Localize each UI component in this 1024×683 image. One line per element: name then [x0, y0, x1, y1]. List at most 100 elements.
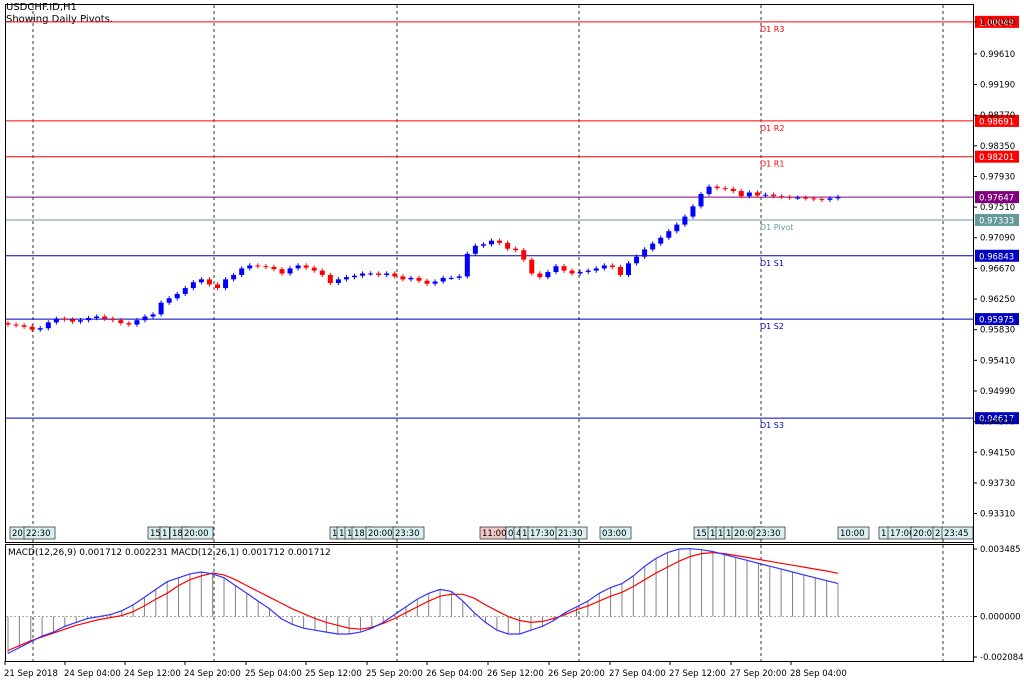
candle-body — [53, 318, 59, 323]
session-marker-label: 1 — [710, 529, 715, 539]
candle-body — [480, 244, 486, 246]
candle-body — [223, 279, 229, 289]
price-tick-label: 0.93730 — [980, 479, 1015, 489]
candle-body — [263, 266, 269, 268]
session-marker-label: 20: — [12, 529, 26, 539]
candle-body — [416, 277, 422, 281]
price-tick-label: 1.00049 — [980, 18, 1015, 28]
candle-body — [722, 188, 728, 190]
time-tick-label: 27 Sep 12:00 — [669, 669, 726, 679]
pivot-levels: D1 R3 1.00049 D1 R2 0.98691 D1 R1 0.98201 D1 P… — [6, 15, 1019, 430]
candle-body — [247, 265, 253, 269]
candle-body — [634, 256, 640, 264]
current-price-label: 0.97647 — [979, 194, 1014, 204]
price-tick-label: 0.97510 — [980, 203, 1015, 213]
candle-body — [440, 277, 446, 282]
candle-body — [585, 270, 591, 273]
session-marker-label: 1 — [726, 529, 731, 539]
candle-body — [569, 270, 575, 274]
time-tick-label: 24 Sep 20:00 — [184, 669, 241, 679]
candle-body — [730, 188, 736, 192]
price-tick-label: 0.97930 — [980, 172, 1015, 182]
pivot-level-price-box — [975, 15, 1019, 28]
candle-body — [682, 216, 688, 225]
candle-body — [666, 231, 672, 238]
pivot-level-price-box — [975, 412, 1019, 425]
candle-body — [827, 198, 833, 200]
candle-body — [593, 268, 599, 271]
session-marker-box — [392, 526, 425, 540]
price-tick-label: 0.95830 — [980, 326, 1015, 336]
candle-body — [537, 273, 543, 278]
candle-body — [142, 316, 148, 321]
pivot-level-price-label: 1.00049 — [979, 18, 1014, 28]
candle-body — [771, 194, 777, 197]
candle-body — [819, 199, 825, 201]
pivot-level-price-box — [975, 114, 1019, 127]
price-tick-label: 0.99190 — [980, 81, 1015, 91]
session-marker-label: 0 — [508, 529, 513, 539]
candle-body — [601, 265, 607, 269]
session-marker-box — [837, 526, 870, 540]
candle-body — [94, 316, 100, 319]
macd-main-line — [7, 548, 839, 654]
price-axis: 1.00049 0.99610 0.99190 0.98770 0.98350 0.979… — [973, 18, 1015, 520]
candle-body — [424, 280, 430, 284]
time-tick-label: 27 Sep 20:00 — [730, 669, 787, 679]
session-marker-label: 20:00 — [184, 529, 209, 539]
session-markers: 20: 22:30 15:1 18:20:00 1 1 1 18: 20:00 23:30 11:0… — [9, 526, 974, 540]
time-tick-label: 24 Sep 04:00 — [64, 669, 121, 679]
price-tick-label: 0.98770 — [980, 111, 1015, 121]
candle-body — [384, 273, 390, 275]
pivot-level-price-box — [975, 313, 1019, 326]
candle-body — [239, 268, 245, 275]
session-marker-label: 1 — [162, 529, 167, 539]
candle-body — [545, 272, 551, 278]
price-tick-label: 0.93310 — [980, 510, 1015, 520]
session-marker-label: 17:30 — [530, 529, 555, 539]
macd-tick-label: 0.000000 — [980, 613, 1021, 623]
candle-body — [174, 293, 180, 299]
candle-body — [13, 324, 19, 326]
candle-body — [779, 196, 785, 198]
candle-body — [754, 192, 760, 196]
candle-body — [432, 281, 438, 284]
session-marker-label: 15: — [696, 529, 710, 539]
candle-body — [698, 193, 704, 207]
macd-signal-line — [7, 551, 839, 652]
pivot-level-price-label: 0.97333 — [979, 217, 1014, 227]
price-tick-label: 0.95410 — [980, 356, 1015, 366]
candle-body — [166, 298, 172, 303]
session-marker-box — [23, 526, 56, 540]
price-pane-frame — [5, 4, 974, 543]
candle-body — [561, 266, 567, 271]
pivot-level-price-label: 0.95975 — [979, 316, 1014, 326]
candle-body — [5, 323, 11, 325]
candle-body — [448, 277, 454, 279]
candle-body — [279, 269, 285, 274]
candle-body — [714, 186, 720, 189]
session-marker-label: 23:30 — [395, 529, 420, 539]
candle-body — [762, 194, 768, 196]
pivot-level-name: D1 S2 — [760, 322, 784, 331]
session-marker-label: 2 — [935, 529, 940, 539]
macd-panel: MACD(12,26,9) 0.001712 0.002231 MACD(12,… — [6, 545, 1024, 663]
session-marker-label: 15: — [150, 529, 164, 539]
candle-body — [577, 272, 583, 274]
session-marker-label: 1 — [718, 529, 723, 539]
candle-body — [45, 322, 51, 329]
current-price-box — [975, 191, 1019, 204]
candle-body — [513, 248, 519, 251]
session-marker-box — [599, 526, 632, 540]
macd-title: MACD(12,26,9) 0.001712 0.002231 MACD(12,… — [8, 548, 331, 558]
candle-body — [86, 318, 92, 321]
time-tick-label: 26 Sep 12:00 — [487, 669, 544, 679]
candles — [5, 184, 841, 332]
symbol-title: USDCHF.ID,H1 — [6, 2, 77, 13]
session-marker-label: 1 — [332, 529, 337, 539]
candle-body — [335, 279, 341, 283]
candle-body — [271, 266, 277, 270]
candle-body — [706, 186, 712, 194]
